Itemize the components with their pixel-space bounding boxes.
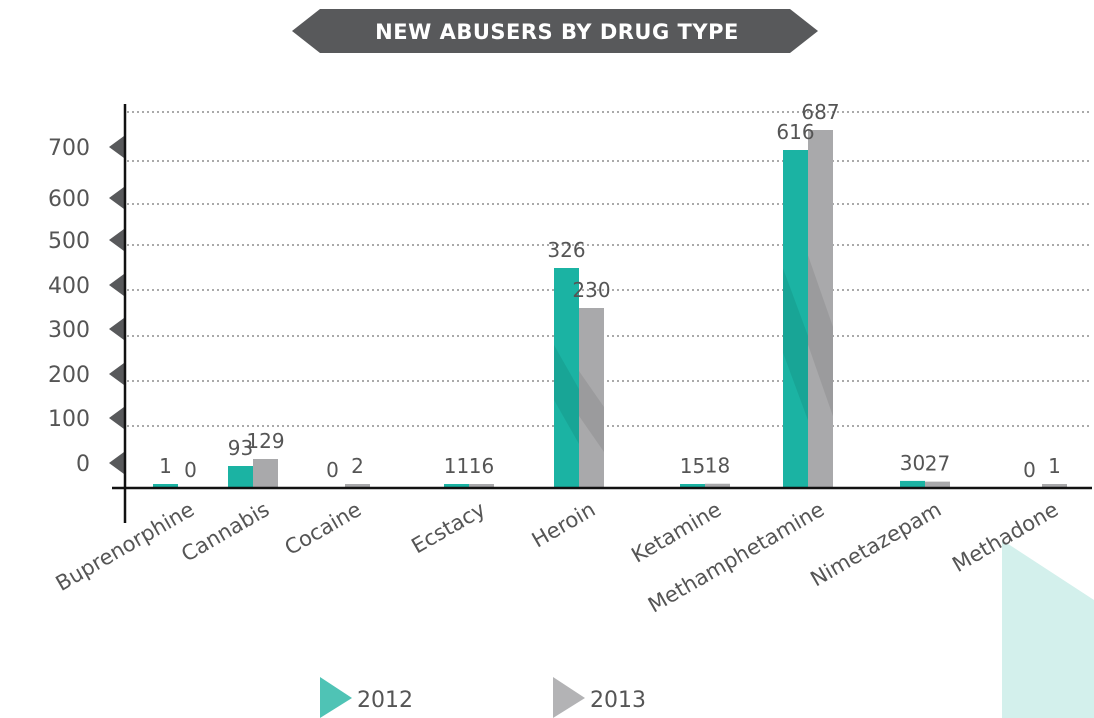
y-axis-ticks: 0 100 200 300 400 500 600 700 bbox=[48, 136, 124, 477]
data-label-2013-heroin: 230 bbox=[572, 278, 610, 302]
y-tick-marker bbox=[109, 452, 124, 474]
bar-2012-buprenorphine bbox=[153, 484, 178, 488]
bar-2013-methadone bbox=[1042, 484, 1067, 488]
title-banner: NEW ABUSERS BY DRUG TYPE bbox=[292, 9, 818, 53]
bar-2013-cocaine bbox=[345, 484, 370, 488]
legend-item-2012: 2012 bbox=[320, 677, 413, 718]
bar-facet bbox=[579, 371, 604, 452]
x-tick-label-nimetazepam: Nimetazepam bbox=[806, 497, 945, 591]
y-tick-marker bbox=[109, 187, 124, 209]
legend-label-2013: 2013 bbox=[590, 688, 646, 713]
data-label-2012-nimetazepam: 30 bbox=[900, 451, 925, 475]
bar-2013-methamphetamine bbox=[808, 130, 833, 488]
y-tick-label: 500 bbox=[48, 229, 90, 254]
data-label-2013-methadone: 1 bbox=[1048, 454, 1061, 478]
legend-swatch-2012 bbox=[320, 677, 352, 718]
bar-facet bbox=[554, 345, 579, 444]
y-tick-marker bbox=[109, 274, 124, 296]
bar-2012-methamphetamine bbox=[783, 150, 808, 488]
legend-item-2013: 2013 bbox=[553, 677, 646, 718]
data-label-2012-ketamine: 15 bbox=[680, 454, 705, 478]
x-tick-label-heroin: Heroin bbox=[528, 497, 600, 552]
y-tick-label: 600 bbox=[48, 187, 90, 212]
data-label-2013-buprenorphine: 0 bbox=[184, 458, 197, 482]
chart-title: NEW ABUSERS BY DRUG TYPE bbox=[375, 20, 739, 44]
y-tick-label: 700 bbox=[48, 136, 90, 161]
legend-label-2012: 2012 bbox=[357, 688, 413, 713]
y-tick-marker bbox=[109, 136, 124, 158]
y-tick-label: 0 bbox=[76, 452, 90, 477]
legend-swatch-2013 bbox=[553, 677, 585, 718]
grid-layer bbox=[127, 111, 1092, 427]
bars bbox=[153, 130, 1067, 488]
bar-2012-ecstacy bbox=[444, 484, 469, 488]
data-label-2012-heroin: 326 bbox=[547, 238, 585, 262]
x-tick-label-cocaine: Cocaine bbox=[281, 497, 366, 560]
data-label-2012-buprenorphine: 1 bbox=[159, 454, 172, 478]
data-label-2012-methamphetamine: 616 bbox=[776, 120, 814, 144]
y-tick-label: 400 bbox=[48, 274, 90, 299]
data-label-2013-ketamine: 18 bbox=[705, 454, 730, 478]
data-label-2012-cocaine: 0 bbox=[326, 458, 339, 482]
bar-facet bbox=[808, 255, 833, 417]
bar-2012-nimetazepam bbox=[900, 480, 925, 488]
legend: 2012 2013 bbox=[320, 677, 646, 718]
bar-2012-heroin bbox=[554, 268, 579, 488]
bar-2013-ketamine bbox=[705, 483, 730, 488]
bar-2013-cannabis bbox=[253, 459, 278, 488]
bar-facet bbox=[783, 268, 808, 421]
bar-2013-nimetazepam bbox=[925, 481, 950, 488]
data-label-2013-methamphetamine: 687 bbox=[801, 100, 839, 124]
data-label-2012-ecstacy: 11 bbox=[444, 454, 469, 478]
data-label-2012-methadone: 0 bbox=[1023, 458, 1036, 482]
y-tick-label: 200 bbox=[48, 363, 90, 388]
bar-2013-heroin bbox=[579, 308, 604, 488]
data-label-2013-cannabis: 129 bbox=[246, 429, 284, 453]
y-tick-marker bbox=[109, 318, 124, 340]
y-tick-label: 300 bbox=[48, 318, 90, 343]
x-tick-label-ecstacy: Ecstacy bbox=[407, 497, 489, 558]
bar-2012-ketamine bbox=[680, 484, 705, 488]
data-label-2012-cannabis: 93 bbox=[228, 436, 253, 460]
y-tick-label: 100 bbox=[48, 407, 90, 432]
y-tick-marker bbox=[109, 407, 124, 429]
y-tick-marker bbox=[109, 363, 124, 385]
bar-2012-cannabis bbox=[228, 466, 253, 488]
x-tick-label-methamphetamine: Methamphetamine bbox=[644, 497, 828, 617]
data-label-2013-ecstacy: 16 bbox=[469, 454, 494, 478]
corner-decoration bbox=[1002, 540, 1094, 718]
data-label-2013-cocaine: 2 bbox=[351, 454, 364, 478]
y-tick-marker bbox=[109, 229, 124, 251]
bar-2013-ecstacy bbox=[469, 484, 494, 488]
data-label-2013-nimetazepam: 27 bbox=[925, 452, 950, 476]
x-tick-label-ketamine: Ketamine bbox=[627, 497, 725, 567]
